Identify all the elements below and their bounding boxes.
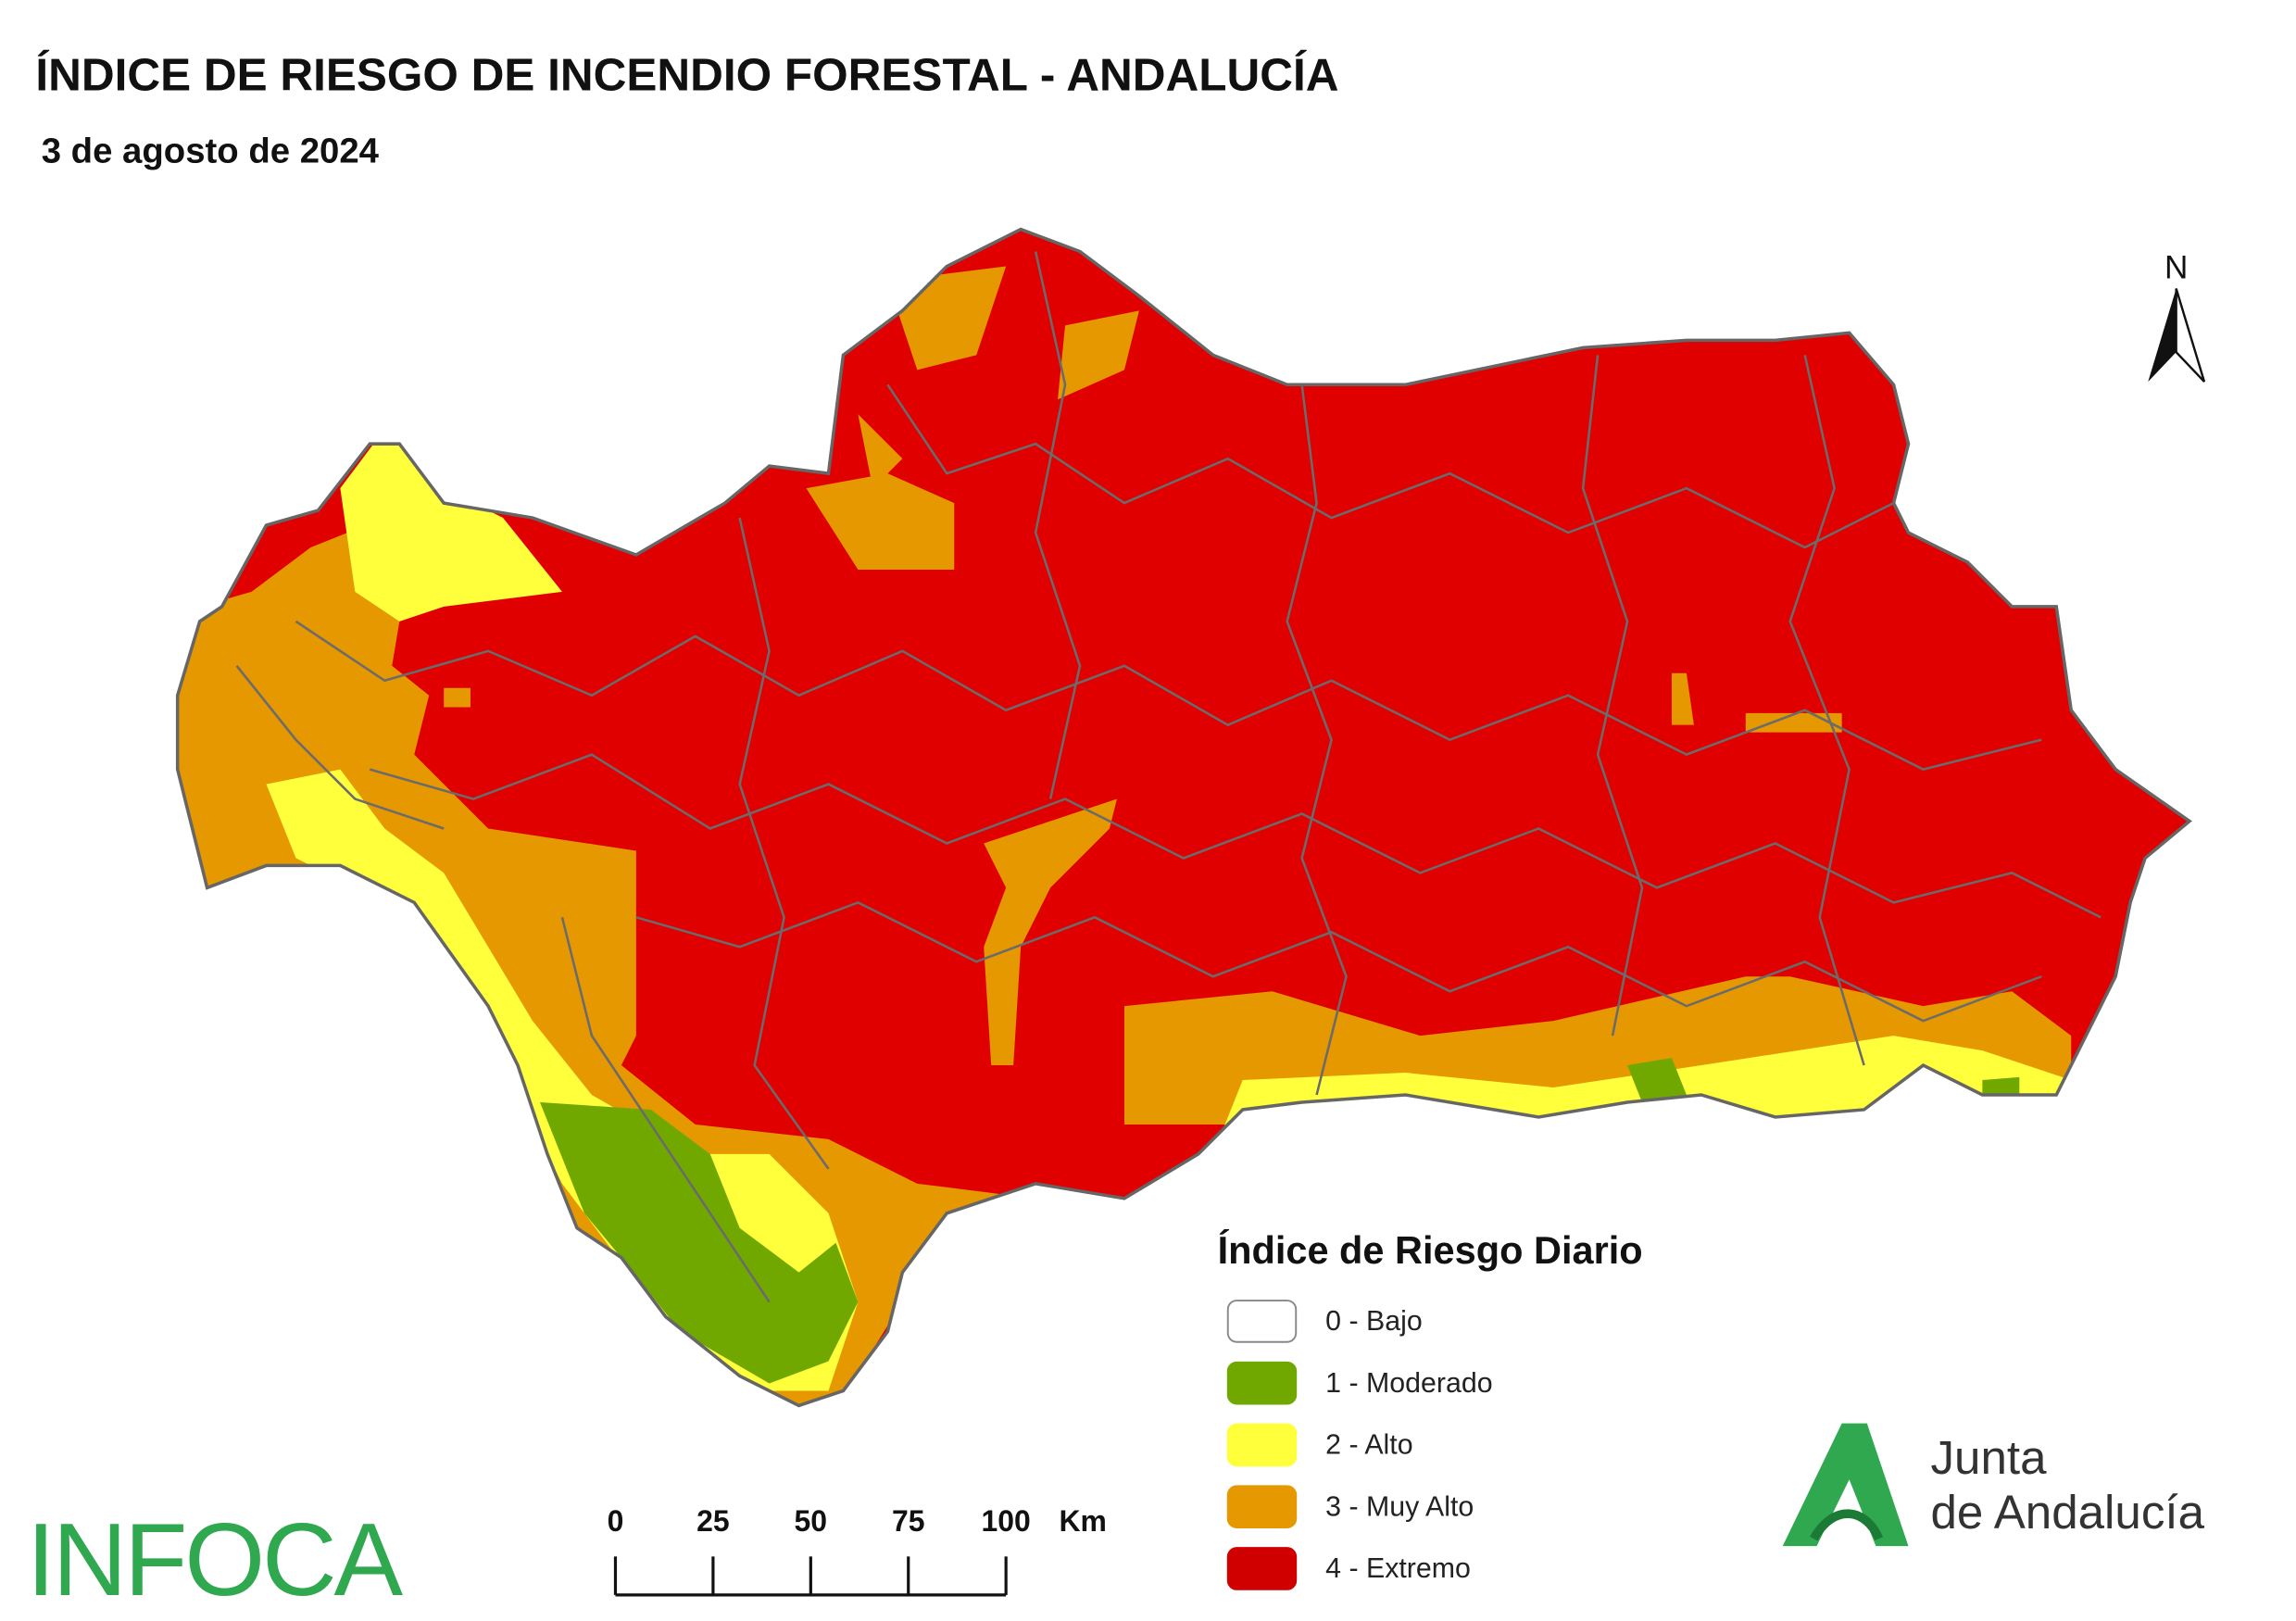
- legend-label: 3 - Muy Alto: [1325, 1491, 1474, 1522]
- junta-emblem: [1810, 1509, 1884, 1541]
- infoca-logo: INFOCA: [27, 1502, 404, 1617]
- scale-label: 0: [608, 1504, 624, 1538]
- junta-logo-text: de Andalucía: [1930, 1486, 2204, 1539]
- risk-very-high: [806, 266, 1139, 570]
- risk-map: [177, 229, 2190, 1406]
- north-arrow: [2148, 288, 2177, 383]
- legend-title: Índice de Riesgo Diario: [1218, 1228, 1643, 1272]
- risk-high: [340, 429, 562, 622]
- legend-label: 4 - Extremo: [1325, 1553, 1471, 1584]
- legend-swatch: [1226, 1547, 1298, 1590]
- junta-emblem: [1782, 1423, 1909, 1547]
- junta-logo-text: Junta: [1930, 1431, 2047, 1484]
- scale-unit: Km: [1059, 1504, 1106, 1538]
- scale-label: 50: [795, 1504, 828, 1538]
- scale-label: 75: [892, 1504, 925, 1538]
- legend-swatch: [1226, 1361, 1298, 1405]
- scale-label: 25: [696, 1504, 730, 1538]
- scale-label: 100: [982, 1504, 1031, 1538]
- legend-label: 2 - Alto: [1325, 1430, 1412, 1461]
- subtitle: 3 de agosto de 2024: [42, 132, 380, 171]
- legend-swatch: [1226, 1423, 1298, 1467]
- legend-swatch: [1226, 1300, 1298, 1343]
- legend-label: 0 - Bajo: [1325, 1306, 1423, 1337]
- north-arrow: [2175, 288, 2206, 383]
- risk-moderate: [540, 1101, 859, 1384]
- legend-label: 1 - Moderado: [1325, 1368, 1492, 1399]
- north-label: N: [2164, 249, 2188, 285]
- page-content: ÍNDICE DE RIESGO DE INCENDIO FORESTAL - …: [27, 48, 2206, 1617]
- legend-swatch: [1226, 1485, 1298, 1529]
- legend: 0 - Bajo 1 - Moderado 2 - Alto 3 - Muy Alto…: [1226, 1300, 1493, 1590]
- scale-bar: 0 25 50 75 100 Km: [608, 1504, 1107, 1597]
- title: ÍNDICE DE RIESGO DE INCENDIO FORESTAL - …: [35, 48, 1338, 100]
